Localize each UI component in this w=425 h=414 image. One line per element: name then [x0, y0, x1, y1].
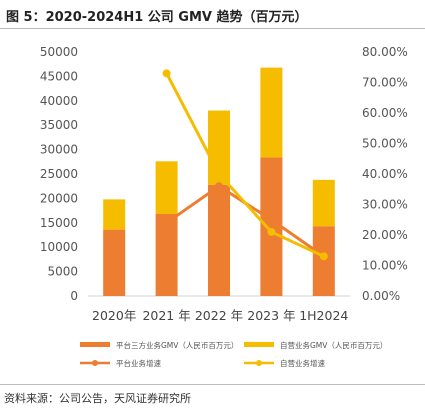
source-divider [0, 384, 425, 385]
legend: 平台三方业务GMV（人民币百万元） 自营业务GMV（人民币百万元） 平台业务增速… [80, 340, 387, 368]
bar-self-gmv [103, 199, 126, 230]
bar-self-gmv [155, 161, 178, 215]
y-left-tick-label: 10000 [40, 240, 78, 254]
legend-label-platform-growth: 平台业务增速 [116, 358, 161, 368]
x-tick-label: 2021 年 [142, 308, 190, 323]
bar-platform-gmv [260, 157, 283, 296]
legend-marker-platform-growth [92, 360, 98, 366]
bars-layer [103, 67, 335, 296]
bar-self-gmv [260, 67, 283, 158]
y-left-tick-label: 5000 [47, 265, 78, 279]
legend-label-self-gmv: 自营业务GMV（人民币百万元） [280, 340, 387, 350]
y-left-tick-label: 25000 [40, 167, 78, 181]
y-right-tick-label: 70.00% [362, 76, 408, 90]
y-right-tick-label: 30.00% [362, 198, 408, 212]
legend-swatch-self-gmv [244, 342, 274, 347]
y-right-tick-label: 40.00% [362, 167, 408, 181]
bar-platform-gmv [155, 214, 178, 296]
y-left-tick-label: 30000 [40, 143, 78, 157]
legend-swatch-platform-gmv [80, 342, 110, 347]
x-tick-label: 2022 年 [195, 308, 243, 323]
y-right-tick-label: 50.00% [362, 137, 408, 151]
self-growth-point [319, 252, 328, 261]
legend-label-self-growth: 自营业务增速 [280, 358, 325, 368]
bar-platform-gmv [312, 226, 335, 296]
y-right-tick-label: 80.00% [362, 45, 408, 59]
platform-growth-point [267, 215, 276, 224]
self-growth-point [162, 69, 171, 78]
y-right-tick-label: 60.00% [362, 106, 408, 120]
platform-growth-point [215, 182, 223, 191]
x-axis-ticks: 2020年 2021 年 2022 年 2023 年 1H2024 [92, 308, 348, 323]
legend-label-platform-gmv: 平台三方业务GMV（人民币百万元） [116, 340, 238, 350]
y-right-tick-label: 10.00% [362, 259, 408, 273]
x-tick-label: 2023 年 [247, 308, 295, 323]
platform-growth-point [162, 218, 171, 227]
self-growth-point [267, 227, 276, 236]
gmv-chart: 0 5000 10000 15000 20000 25000 30000 35000 40000… [40, 45, 408, 368]
y-right-tick-label: 0.00% [362, 289, 400, 303]
x-tick-label: 2020年 [92, 308, 136, 323]
y-left-tick-label: 15000 [40, 216, 78, 230]
chart-title: 图 5：2020-2024H1 公司 GMV 趋势（百万元） [6, 10, 308, 25]
y-left-tick-label: 50000 [40, 45, 78, 59]
bar-platform-gmv [208, 184, 230, 296]
y-right-tick-label: 20.00% [362, 228, 408, 242]
bar-self-gmv [312, 179, 335, 227]
self-growth-point [215, 170, 223, 178]
y-left-tick-label: 35000 [40, 118, 78, 132]
y-left-tick-label: 45000 [40, 69, 78, 83]
self-growth-line [165, 72, 325, 258]
y-left-tick-label: 40000 [40, 94, 78, 108]
lines-layer [162, 69, 328, 261]
y-left-tick-label: 0 [70, 289, 78, 303]
y-left-tick-label: 20000 [40, 191, 78, 205]
legend-marker-self-growth [256, 360, 262, 366]
source-note: 资料来源：公司公告，天风证券研究所 [4, 392, 191, 405]
axes-layer: 0 5000 10000 15000 20000 25000 30000 35000 40000… [40, 45, 408, 303]
bar-platform-gmv [103, 229, 126, 296]
title-divider [0, 28, 425, 29]
x-tick-label: 1H2024 [299, 308, 348, 323]
